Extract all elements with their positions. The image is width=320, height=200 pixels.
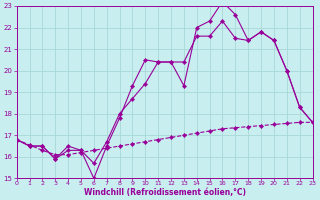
X-axis label: Windchill (Refroidissement éolien,°C): Windchill (Refroidissement éolien,°C) [84, 188, 245, 197]
